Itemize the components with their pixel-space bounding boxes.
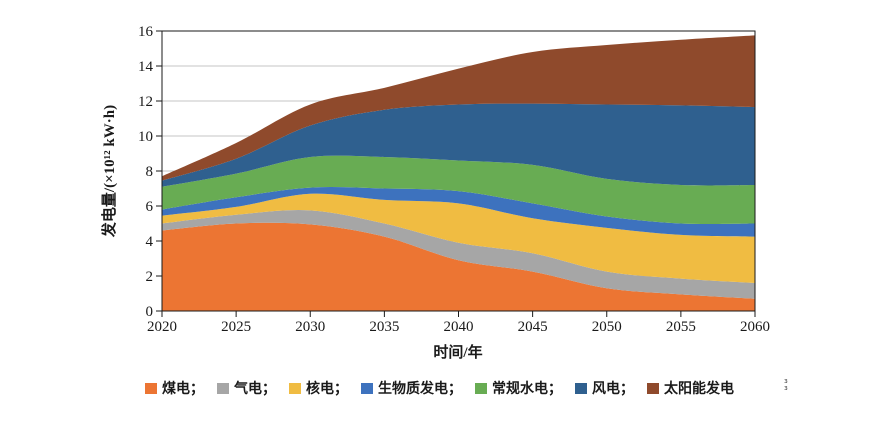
legend-item-nuclear: 核电； (289, 378, 348, 398)
y-axis-title: 发电量/(×10¹² kW·h) (102, 104, 118, 238)
x-tick-label: 2040 (444, 319, 474, 335)
y-tick-label: 8 (146, 164, 154, 180)
legend-item-coal: 煤电； (145, 378, 204, 398)
legend-label-solar: 太阳能发电 (664, 382, 734, 397)
x-tick-label: 2035 (369, 319, 399, 335)
area-biomass (162, 187, 755, 237)
x-tick-label: 2045 (518, 319, 548, 335)
legend-label-coal: 煤电； (162, 382, 204, 397)
x-tick-label: 2025 (221, 319, 251, 335)
axis-ticks: 0 2 4 6 8 10 12 14 16 2020 2025 2030 2035 2040 2045 205… (138, 24, 770, 335)
y-tick-label: 6 (146, 199, 154, 215)
x-tick-label: 2020 (147, 319, 177, 335)
legend-item-gas: 气电； (217, 378, 276, 398)
legend-swatch-coal (145, 382, 157, 394)
legend-label-wind: 风电； (592, 382, 634, 397)
y-tick-label: 14 (138, 59, 154, 75)
legend-item-biomass: 生物质发电； (361, 378, 462, 398)
legend-item-hydro: 常规水电； (475, 378, 562, 398)
area-wind (162, 103, 755, 187)
chart-legend: 煤电； 气电； 核电； 生物质发电； 常规水电； 风电； 太阳能发电 (0, 377, 879, 399)
area-hydro (162, 155, 755, 225)
y-tick-label: 4 (146, 234, 154, 250)
legend-label-gas: 气电； (234, 382, 276, 397)
area-solar (162, 35, 755, 181)
x-tick-label: 2050 (592, 319, 622, 335)
legend-swatch-wind (575, 382, 587, 394)
y-tick-label: 10 (138, 129, 153, 145)
legend-item-solar: 太阳能发电 (647, 378, 734, 398)
legend-label-biomass: 生物质发电； (378, 382, 462, 397)
y-tick-label: 16 (138, 24, 154, 40)
y-tick-label: 0 (146, 304, 154, 320)
area-nuclear (162, 193, 755, 283)
x-tick-label: 2055 (666, 319, 696, 335)
legend-swatch-solar (647, 382, 659, 394)
legend-swatch-biomass (361, 382, 373, 394)
x-tick-label: 2060 (740, 319, 770, 335)
y-tick-label: 12 (138, 94, 153, 110)
area-coal (162, 222, 755, 311)
legend-item-wind: 风电； (575, 378, 634, 398)
legend-label-hydro: 常规水电； (492, 382, 562, 397)
legend-swatch-gas (217, 382, 229, 394)
y-tick-label: 2 (146, 269, 154, 285)
area-series (162, 35, 755, 311)
area-gas (162, 210, 755, 299)
x-axis-title: 时间/年 (433, 345, 483, 361)
watermark-artifact: ɜ ɜ (784, 377, 788, 392)
x-tick-label: 2030 (295, 319, 325, 335)
legend-label-nuclear: 核电； (306, 382, 348, 397)
legend-swatch-nuclear (289, 382, 301, 394)
legend-swatch-hydro (475, 382, 487, 394)
